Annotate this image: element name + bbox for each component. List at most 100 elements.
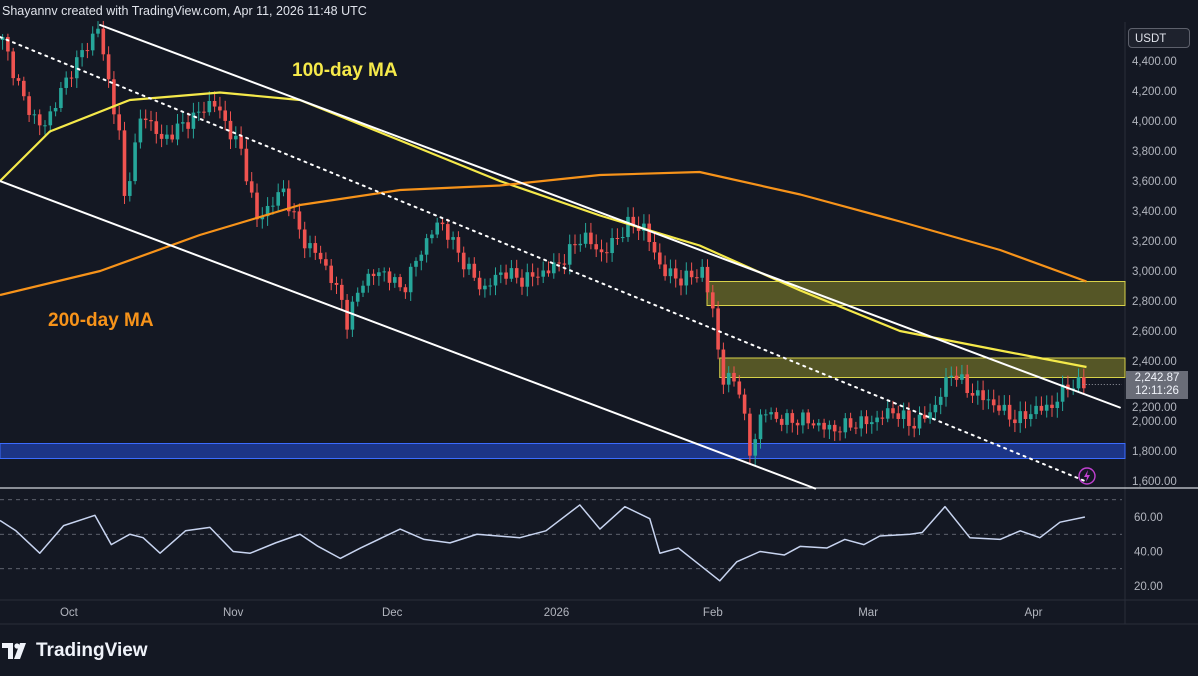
candle-body [981, 390, 985, 401]
candle-body [313, 243, 318, 253]
price-tick-label: 2,800.00 [1132, 296, 1177, 308]
ma200-annotation: 200-day MA [48, 310, 154, 331]
candle-body [938, 396, 943, 405]
candle-body [827, 424, 832, 430]
currency-label[interactable]: USDT [1128, 28, 1190, 48]
candle-body [69, 77, 74, 79]
candle-body [854, 427, 858, 429]
candle-body [530, 272, 535, 277]
candle-body [848, 418, 853, 428]
candle-body [53, 107, 58, 112]
candle-body [170, 134, 174, 140]
candle-body [567, 244, 572, 265]
tradingview-logo[interactable]: TradingView [2, 640, 148, 662]
candle-body [90, 33, 95, 51]
candle-body [430, 234, 434, 239]
candle-body [308, 243, 312, 249]
candle-body [59, 87, 63, 108]
candle-body [859, 416, 863, 429]
candle-body [832, 424, 837, 432]
candle-body [578, 243, 583, 246]
candle-body [276, 192, 280, 206]
ma200-line [0, 170, 1087, 297]
candle-body [202, 111, 206, 113]
candle-body [271, 205, 275, 207]
candle-body [997, 405, 1001, 411]
price-tick-label: 2,200.00 [1132, 402, 1177, 414]
candle-body [403, 287, 408, 293]
candle-body [864, 416, 869, 425]
candle-body [960, 374, 964, 380]
time-tick-label: 2026 [544, 607, 570, 619]
candle-body [758, 414, 763, 440]
candle-body [128, 181, 132, 196]
rsi-line [0, 504, 1086, 582]
candle-body [106, 54, 111, 80]
candle-body [790, 413, 795, 423]
candle-body [785, 413, 789, 425]
candle-body [27, 96, 31, 115]
time-tick-label: Nov [223, 607, 244, 619]
price-tick-label: 2,600.00 [1132, 326, 1177, 338]
candle-body [504, 272, 508, 279]
candle-body [811, 423, 816, 426]
candle-body [716, 308, 720, 350]
candle-body [143, 118, 148, 121]
candle-body [615, 238, 620, 240]
candle-body [684, 270, 689, 286]
candle-body [610, 238, 614, 254]
candle-body [1007, 404, 1012, 420]
candle-body [387, 271, 392, 283]
candle-body [456, 237, 461, 253]
candle-body [122, 130, 127, 196]
price-tick-label: 3,400.00 [1132, 206, 1177, 218]
candle-body [668, 268, 673, 277]
candle-body [0, 37, 5, 40]
candle-body [191, 112, 196, 129]
candle-body [626, 216, 630, 238]
candle-body [933, 404, 938, 413]
candle-body [774, 412, 779, 419]
candle-body [705, 266, 710, 293]
candle-body [907, 410, 911, 426]
candle-body [509, 268, 514, 279]
candle-body [138, 118, 143, 143]
candle-body [477, 277, 482, 290]
candle-body [80, 50, 84, 58]
candle-body [117, 114, 121, 131]
candle-body [923, 414, 927, 419]
candle-body [647, 223, 651, 243]
candle-body [461, 252, 466, 270]
candle-body [1029, 414, 1033, 420]
candle-body [954, 375, 959, 380]
price-tick-label: 2,400.00 [1132, 356, 1177, 368]
candle-body [700, 266, 704, 278]
bar-countdown: 12:11:26 [1135, 385, 1179, 397]
candle-body [493, 274, 498, 286]
candle-body [901, 410, 906, 419]
candle-body [695, 277, 699, 279]
candle-body [181, 122, 185, 124]
candle-body [838, 431, 842, 433]
candle-body [991, 399, 996, 406]
candle-body [583, 232, 588, 244]
candle-body [382, 271, 386, 273]
candle-body [779, 418, 784, 425]
rsi-tick-label: 60.00 [1134, 512, 1163, 524]
candle-body [154, 121, 159, 134]
candle-body [891, 408, 895, 414]
candle-body [573, 244, 577, 246]
candle-body [870, 422, 874, 425]
price-tick-label: 4,400.00 [1132, 56, 1177, 68]
candle-body [207, 100, 212, 113]
candle-body [631, 216, 636, 227]
candle-body [6, 37, 10, 52]
channel-upper [99, 24, 1121, 409]
candle-body [424, 238, 429, 255]
candle-body [764, 414, 768, 416]
candle-body [663, 264, 667, 277]
candle-body [520, 277, 524, 287]
candle-body [949, 375, 954, 378]
candle-body [875, 417, 879, 423]
